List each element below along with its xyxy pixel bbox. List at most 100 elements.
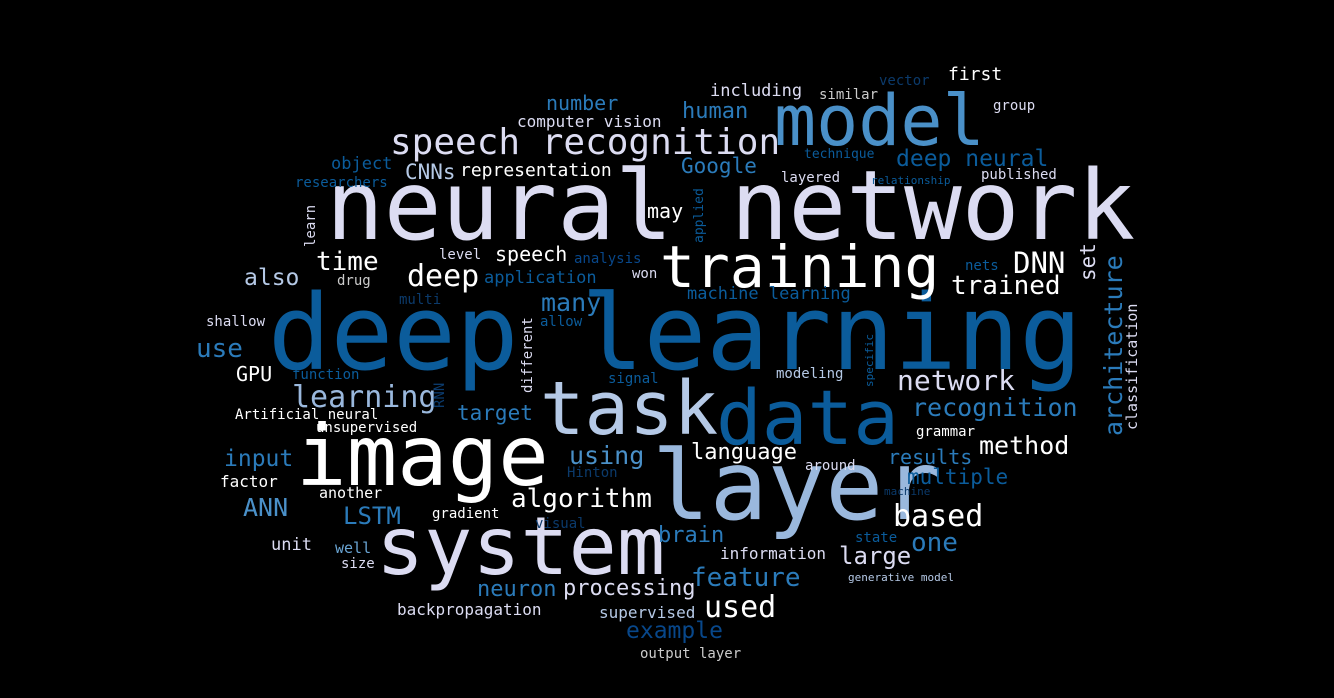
word-representation: representation — [460, 160, 612, 181]
word-modeling: modeling — [776, 366, 844, 382]
word-input: input — [224, 446, 294, 472]
word-model: model — [774, 80, 985, 162]
word-use: use — [196, 334, 243, 364]
word-many: many — [541, 288, 602, 317]
word-computer-vision: computer vision — [517, 112, 662, 131]
word-lstm: LSTM — [343, 502, 401, 530]
word-feature: feature — [691, 563, 801, 593]
word-brain: brain — [658, 523, 725, 548]
word-trained: trained — [951, 271, 1061, 301]
word-similar: similar — [819, 87, 879, 103]
word-hinton: Hinton — [567, 465, 618, 481]
word-dnn: DNN — [1013, 246, 1066, 280]
word-neural-network: neural network — [326, 150, 1136, 262]
word-artificial-neural: Artificial neural — [235, 407, 379, 423]
word-deep-learning: deep learning — [268, 272, 1082, 394]
word-allow: allow — [540, 314, 583, 330]
word-analysis: analysis — [574, 251, 642, 267]
word-data: data — [716, 373, 900, 462]
word-signal: signal — [608, 371, 659, 387]
word-classification: classification — [1123, 303, 1141, 430]
word-target: target — [457, 401, 533, 425]
word-results: results — [888, 445, 973, 469]
word-speech: speech — [495, 242, 568, 266]
word-different: different — [520, 317, 536, 393]
word-deep: deep — [407, 259, 480, 294]
word-task: task — [540, 366, 719, 452]
word-applied: applied — [692, 188, 707, 243]
word-nets: nets — [965, 258, 999, 274]
word-learning: learning — [292, 380, 437, 415]
word-grammar: grammar — [916, 424, 976, 440]
word-google: Google — [681, 154, 757, 178]
word-large: large — [839, 542, 912, 570]
word-drug: drug — [337, 273, 371, 289]
word-may: may — [647, 199, 684, 223]
word-one: one — [911, 528, 958, 558]
word-technique: technique — [804, 147, 875, 162]
word-won: won — [632, 266, 658, 282]
word-published: published — [981, 167, 1057, 183]
word-multi: multi — [399, 292, 442, 308]
word-rnn: RNN — [432, 382, 448, 408]
word-human: human — [682, 99, 749, 124]
word-method: method — [979, 431, 1070, 460]
word-layered: layered — [781, 170, 841, 186]
word-relationship: relationship — [871, 174, 951, 187]
word-machine: machine — [884, 485, 931, 498]
word-machine-learning: machine learning — [687, 284, 851, 304]
word-number: number — [546, 91, 619, 115]
word-system: system — [376, 500, 665, 593]
word-application: application — [484, 268, 597, 288]
word-network: network — [897, 364, 1016, 397]
word-researchers: researchers — [295, 175, 388, 191]
word-time: time — [316, 247, 379, 277]
word-also: also — [244, 265, 300, 291]
word-unsupervised: unsupervised — [316, 420, 418, 436]
word-output-layer: output layer — [640, 646, 742, 662]
word-first: first — [948, 64, 1003, 85]
word-group: group — [993, 98, 1036, 114]
word-ann: ANN — [243, 493, 289, 522]
word-state: state — [855, 530, 898, 546]
word-generative-model: generative model — [848, 571, 954, 584]
word-training: training — [660, 233, 940, 301]
word-based: based — [893, 499, 984, 534]
word-size: size — [341, 556, 375, 572]
word-neuron: neuron — [477, 577, 557, 602]
word-another: another — [319, 484, 383, 502]
word-visual: visual — [535, 516, 586, 532]
word-processing: processing — [563, 576, 696, 601]
word-using: using — [569, 441, 645, 470]
word-backpropagation: backpropagation — [397, 600, 542, 619]
word-algorithm: algorithm — [511, 484, 652, 514]
word-unit: unit — [271, 535, 312, 555]
word-learn: learn — [303, 204, 319, 247]
word-used: used — [704, 590, 777, 625]
word-image: image — [296, 407, 549, 505]
word-multiple: multiple — [907, 465, 1009, 489]
word-language: language — [691, 440, 797, 465]
word-gpu: GPU — [236, 362, 273, 386]
word-well: well — [335, 539, 372, 557]
word-specific: specific — [863, 334, 876, 387]
word-gradient: gradient — [432, 506, 500, 522]
word-example: example — [626, 618, 723, 644]
word-cnns: CNNs — [405, 160, 456, 184]
word-speech-recognition: speech recognition — [390, 122, 781, 163]
word-level: level — [439, 247, 482, 263]
word-including: including — [710, 81, 803, 101]
word-shallow: shallow — [206, 314, 266, 330]
word-object: object — [331, 154, 393, 174]
word-factor: factor — [220, 472, 278, 491]
word-supervised: supervised — [599, 603, 696, 622]
word-layer: layer — [652, 430, 941, 542]
word-function: function — [292, 367, 360, 383]
word-around: around — [805, 458, 856, 474]
word-set: set — [1076, 243, 1100, 281]
word-vector: vector — [879, 73, 930, 89]
word-information: information — [720, 544, 826, 563]
word-recognition: recognition — [912, 393, 1078, 422]
word-deep-neural: deep neural — [896, 146, 1049, 172]
